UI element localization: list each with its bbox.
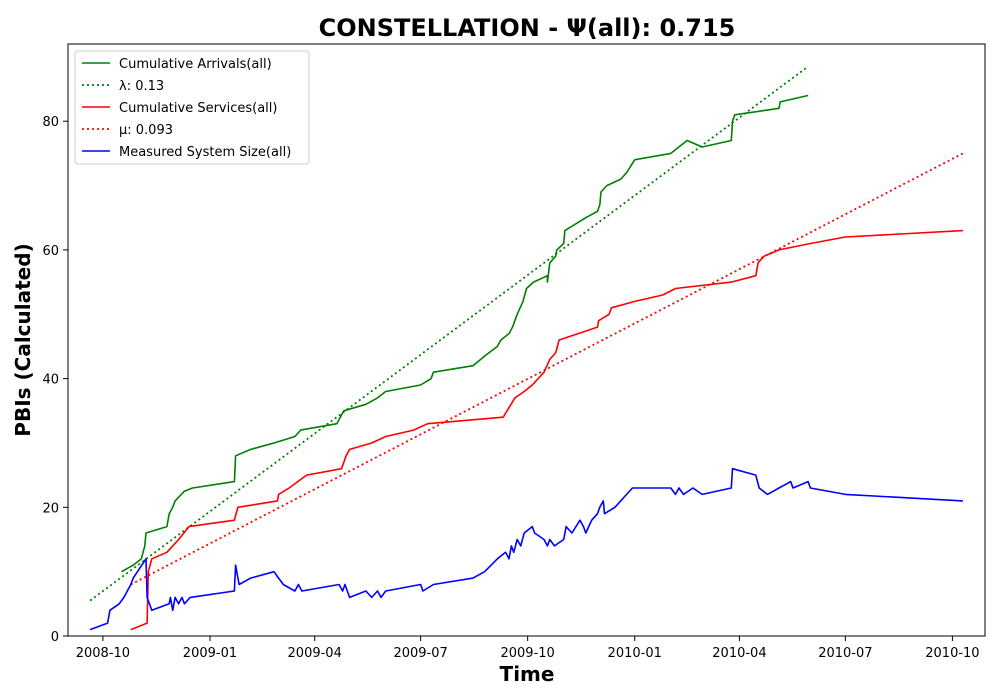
legend-box	[74, 50, 310, 165]
y-tick-label: 0	[51, 630, 59, 645]
legend-label-2: Cumulative Services(all)	[119, 101, 277, 116]
legend: Cumulative Arrivals(all) λ: 0.13 Cumulativ…	[74, 50, 310, 165]
x-tick-label: 2010-10	[925, 646, 979, 661]
x-tick-label: 2008-10	[76, 646, 130, 661]
plot-area	[89, 65, 964, 631]
y-axis-label: PBIs (Calculated)	[11, 243, 35, 436]
plot-frame	[67, 43, 986, 637]
legend-label-1: λ: 0.13	[119, 79, 164, 94]
series-line-0	[121, 94, 809, 573]
y-tick-label: 80	[42, 115, 59, 130]
x-tick-label: 2010-07	[818, 646, 872, 661]
x-tick-label: 2009-07	[393, 646, 447, 661]
legend-label-4: Measured System Size(all)	[119, 145, 291, 160]
y-tick-label: 40	[42, 373, 59, 388]
x-tick-label: 2010-04	[712, 646, 766, 661]
x-tick-label: 2009-01	[183, 646, 237, 661]
y-axis: 0 20 40 60 80	[42, 115, 68, 645]
x-axis-label: Time	[500, 662, 555, 686]
y-tick-label: 20	[42, 501, 59, 516]
series-line-2	[130, 229, 963, 631]
x-tick-label: 2009-10	[500, 646, 554, 661]
x-axis: 2008-10 2009-01 2009-04 2009-07 2009-10 2010-…	[76, 636, 980, 661]
series-line-1	[89, 65, 809, 602]
legend-label-0: Cumulative Arrivals(all)	[119, 57, 272, 72]
chart-title: CONSTELLATION - Ψ(all): 0.715	[319, 14, 736, 42]
x-tick-label: 2009-04	[288, 646, 342, 661]
series-line-3	[130, 152, 964, 586]
x-tick-label: 2010-01	[608, 646, 662, 661]
series-line-4	[89, 467, 963, 631]
legend-label-3: μ: 0.093	[119, 123, 173, 138]
y-tick-label: 60	[42, 244, 59, 259]
